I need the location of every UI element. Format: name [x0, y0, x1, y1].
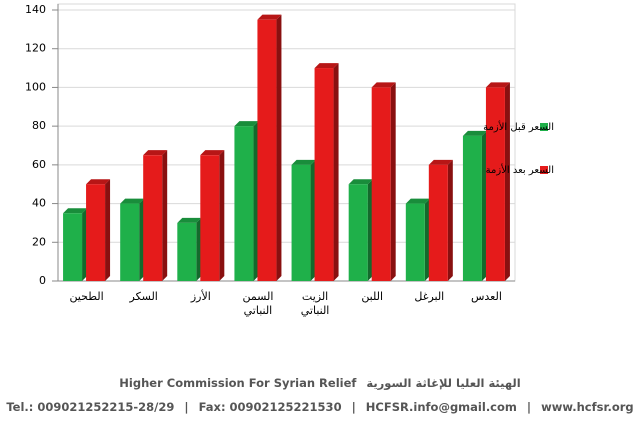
- bar-top: [143, 150, 168, 156]
- bar-top: [234, 121, 259, 127]
- bar-top: [200, 150, 225, 156]
- x-tick-label: الزيت النباتي: [300, 290, 330, 317]
- tel: Tel.: 009021252215-28/29: [6, 400, 175, 414]
- y-tick-label: 60: [32, 158, 46, 171]
- bar: [428, 164, 448, 281]
- bar-top: [405, 198, 430, 204]
- y-tick-label: 140: [25, 3, 46, 16]
- footer-line-1: Higher Commission For Syrian Relief الهيئ…: [0, 376, 640, 390]
- bar-top: [485, 82, 510, 88]
- bar-top: [462, 130, 487, 136]
- bar: [257, 19, 277, 282]
- bar-top: [371, 82, 396, 88]
- bar-side: [424, 198, 430, 281]
- x-tick-label: السكر: [129, 290, 158, 303]
- bar: [200, 155, 220, 281]
- legend-swatch: [540, 123, 548, 131]
- bar: [371, 87, 391, 281]
- bar-side: [481, 130, 487, 281]
- bar: [63, 213, 83, 281]
- x-tick-label: البرغل: [414, 290, 445, 303]
- bar-top: [120, 198, 145, 204]
- bar-top: [257, 14, 282, 20]
- bar-side: [310, 159, 316, 281]
- bar-side: [367, 179, 373, 281]
- bar-top: [63, 208, 88, 214]
- bar-top: [177, 217, 202, 223]
- legend-label: السعر بعد الأزمة: [486, 163, 554, 176]
- bar: [348, 184, 368, 281]
- bar-top: [86, 179, 111, 185]
- web: www.hcfsr.org: [541, 400, 634, 414]
- bar-side: [253, 121, 259, 282]
- fax: Fax: 00902125221530: [198, 400, 342, 414]
- org-ar: الهيئة العليا للإغاثة السورية: [366, 376, 521, 390]
- bar-side: [196, 217, 202, 281]
- bar-side: [162, 150, 168, 281]
- x-tick-label: العدس: [470, 290, 502, 303]
- bar: [314, 68, 334, 281]
- y-tick-label: 80: [32, 119, 46, 132]
- bar-side: [447, 159, 453, 281]
- bar: [405, 203, 425, 281]
- bar: [291, 164, 311, 281]
- bar-top: [291, 159, 316, 165]
- bar-side: [105, 179, 111, 281]
- bar-side: [333, 63, 339, 282]
- y-tick-label: 20: [32, 235, 46, 248]
- bar-side: [139, 198, 145, 281]
- bar: [234, 126, 254, 282]
- x-tick-label: السمن النباتي: [242, 290, 274, 317]
- bar-side: [276, 14, 282, 282]
- bar: [86, 184, 106, 281]
- y-tick-label: 100: [25, 80, 46, 93]
- org-en: Higher Commission For Syrian Relief: [119, 376, 357, 390]
- bar: [143, 155, 163, 281]
- x-tick-label: الطحين: [69, 290, 104, 303]
- bar: [177, 222, 197, 281]
- footer-line-2: Tel.: 009021252215-28/29 | Fax: 0090212522…: [6, 400, 634, 414]
- legend-swatch: [540, 166, 548, 174]
- email: HCFSR.info@gmail.com: [365, 400, 517, 414]
- bar-top: [348, 179, 373, 185]
- bar-top: [428, 159, 453, 165]
- y-tick-label: 0: [39, 274, 46, 287]
- x-tick-label: اللبن: [361, 290, 384, 303]
- bar: [120, 203, 140, 281]
- bar-side: [219, 150, 225, 281]
- y-tick-label: 120: [25, 42, 46, 55]
- bar: [485, 87, 505, 281]
- bar: [462, 135, 482, 281]
- chart: 0 20 40 60 80 100 120 140 السعر قبل الأزمة السعر …: [25, 3, 554, 287]
- bar-side: [390, 82, 396, 281]
- bar-side: [82, 208, 88, 281]
- bar-side: [504, 82, 510, 281]
- legend-label: السعر قبل الأزمة: [483, 120, 554, 133]
- x-tick-label: الأرز: [190, 290, 211, 303]
- bar-top: [314, 63, 339, 69]
- y-tick-label: 40: [32, 197, 46, 210]
